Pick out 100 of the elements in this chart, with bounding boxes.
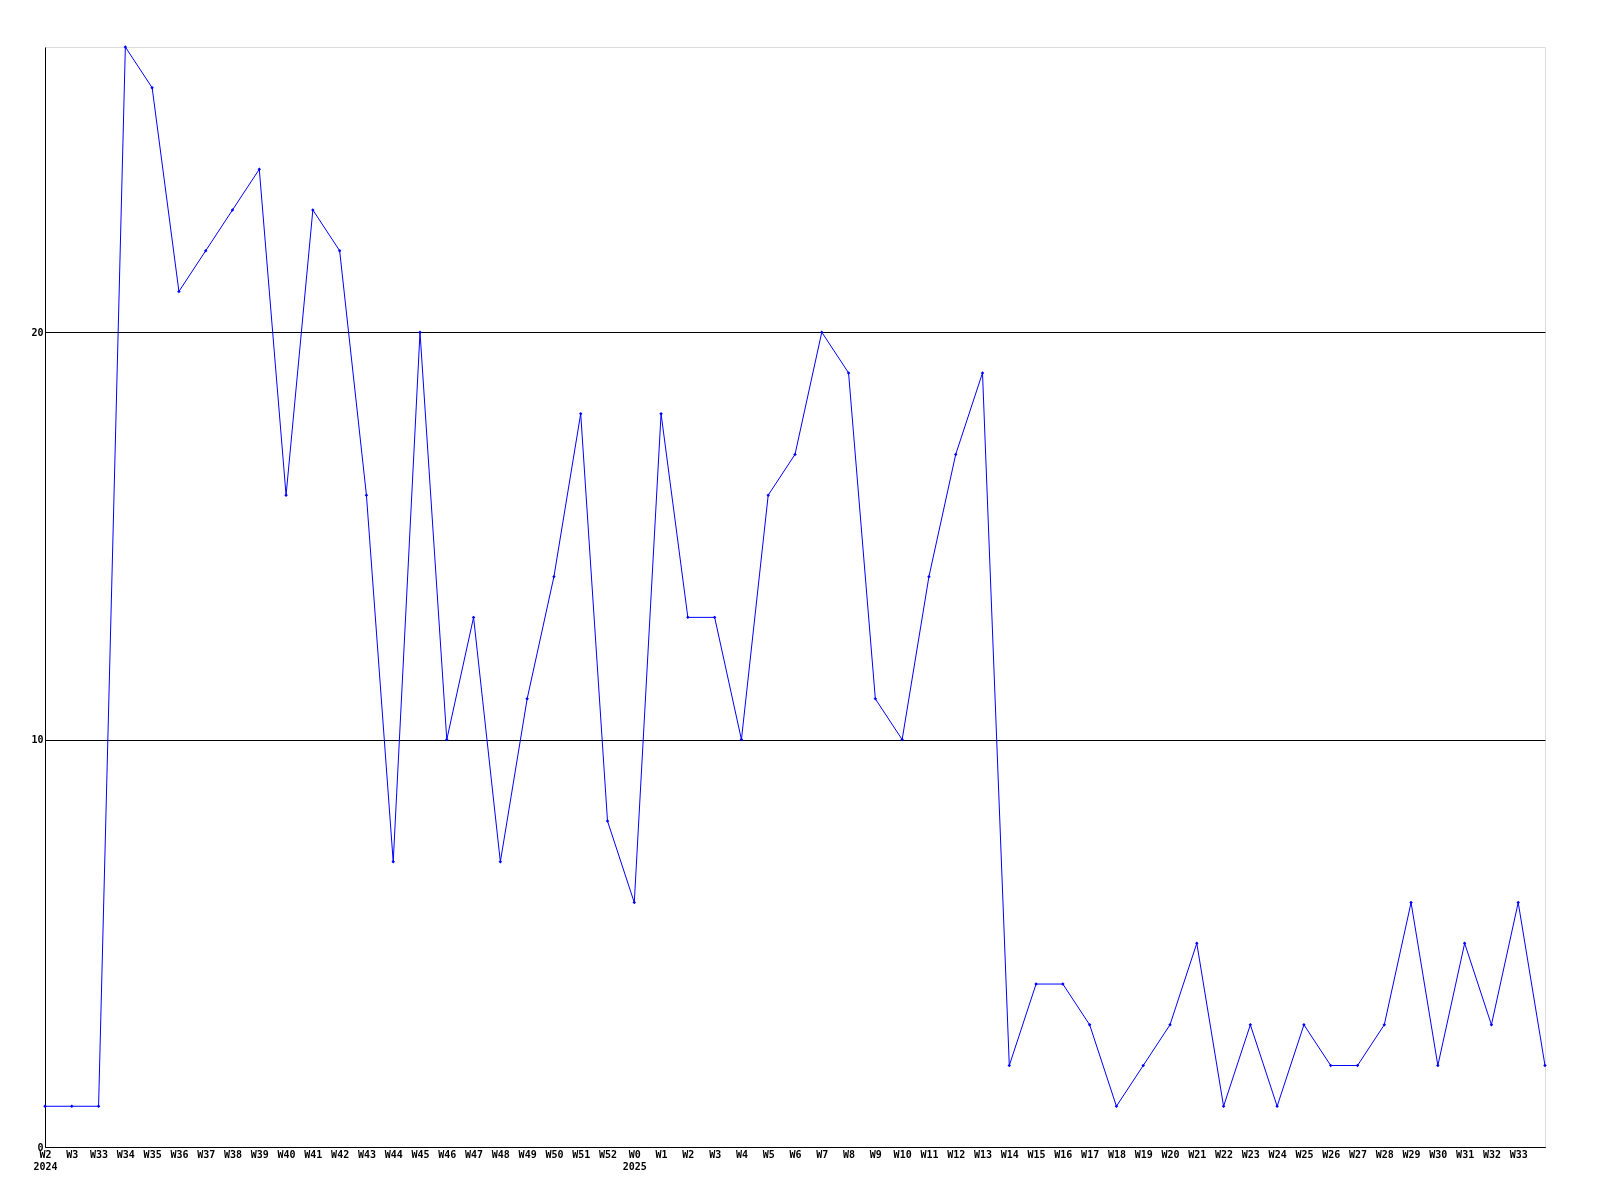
- point: [820, 330, 824, 334]
- x-tick-label: W46: [438, 1148, 457, 1160]
- point: [364, 493, 369, 497]
- point: [70, 1104, 74, 1108]
- x-tick-label: W3: [709, 1148, 722, 1160]
- point: [712, 615, 717, 620]
- x-tick-label: W13: [973, 1148, 993, 1160]
- point: [1302, 1023, 1306, 1027]
- point: [659, 411, 663, 416]
- x-tick-label: W52: [598, 1148, 618, 1160]
- x-tick-label: W27: [1348, 1148, 1368, 1160]
- x-tick-label: W31: [1456, 1148, 1475, 1160]
- x-tick-label: W28: [1375, 1148, 1394, 1160]
- point: [578, 411, 583, 416]
- x-tick-label: W40: [277, 1148, 296, 1160]
- x-tick-label: W5: [762, 1148, 775, 1160]
- x-tick-label: W43: [357, 1148, 376, 1160]
- point: [552, 574, 556, 579]
- x-tick-label: W47: [465, 1148, 484, 1160]
- point: [1221, 1104, 1226, 1108]
- point: [96, 1104, 101, 1108]
- point: [177, 289, 181, 294]
- point: [1436, 1063, 1440, 1068]
- x-tick-label: W6: [789, 1148, 802, 1160]
- point: [445, 737, 449, 742]
- x-tick-label: W26: [1322, 1148, 1341, 1160]
- point: [605, 819, 610, 823]
- line-series: [43, 45, 1547, 1108]
- point: [1462, 941, 1467, 946]
- x-tick-label: W23: [1241, 1148, 1260, 1160]
- point: [1087, 1023, 1092, 1027]
- x-tick-label: W24: [1268, 1148, 1287, 1160]
- x-tick-label: W44: [384, 1148, 403, 1160]
- x-tick-label: W48: [491, 1148, 510, 1160]
- y-tick-label: 10: [31, 734, 44, 746]
- point: [1543, 1063, 1547, 1068]
- point: [793, 452, 797, 457]
- x-tick-label: W12: [947, 1148, 966, 1160]
- x-tick-label: W51: [572, 1148, 591, 1160]
- x-tick-label: W18: [1107, 1148, 1126, 1160]
- x-tick-label: W45: [411, 1148, 430, 1160]
- point: [337, 248, 342, 253]
- x-tick-label: W11: [920, 1148, 939, 1160]
- x-tick-label: W34: [116, 1148, 135, 1160]
- x-tick-label: W29: [1402, 1148, 1421, 1160]
- x-tick-label: W30: [1429, 1148, 1448, 1160]
- x-tick-label: W36: [170, 1148, 189, 1160]
- point: [686, 615, 690, 620]
- x-tick-label: W19: [1134, 1148, 1153, 1160]
- point: [927, 574, 931, 579]
- point: [150, 86, 154, 90]
- x-tick-label: W1: [655, 1148, 668, 1160]
- x-tick-label: W42: [331, 1148, 350, 1160]
- point: [953, 452, 958, 457]
- point: [230, 208, 235, 212]
- point: [1141, 1063, 1145, 1068]
- x-tick-label: W50: [545, 1148, 564, 1160]
- x-tick-label: W22: [1215, 1148, 1234, 1160]
- x-tick-label: W7: [816, 1148, 829, 1160]
- point: [525, 697, 529, 701]
- x-tick-label: W25: [1295, 1148, 1314, 1160]
- x-tick-label: W32: [1482, 1148, 1501, 1160]
- x-tick-label: W41: [304, 1148, 323, 1160]
- point: [873, 697, 878, 701]
- x-tick-label: W38: [223, 1148, 243, 1160]
- point: [846, 371, 851, 375]
- x-tick-label: W16: [1054, 1148, 1073, 1160]
- x-tick-label: W3: [66, 1148, 79, 1160]
- x-tick-label: W33: [90, 1148, 109, 1160]
- x-tick-label: W14: [1000, 1148, 1019, 1160]
- x-tick-label: W0 2025: [622, 1148, 647, 1172]
- x-tick-label: W39: [250, 1148, 269, 1160]
- point: [391, 860, 395, 864]
- y-tick-label: 20: [31, 326, 44, 338]
- point: [123, 45, 128, 49]
- point: [1409, 900, 1413, 905]
- x-tick-label: W4: [735, 1148, 748, 1160]
- x-tick-label: W49: [518, 1148, 537, 1160]
- point: [1382, 1023, 1387, 1027]
- point: [1489, 1023, 1494, 1027]
- x-tick-label: W35: [143, 1148, 162, 1160]
- x-tick-label: W33: [1509, 1148, 1528, 1160]
- x-tick-label: W20: [1161, 1148, 1180, 1160]
- point: [203, 248, 208, 253]
- x-tick-label: W21: [1188, 1148, 1207, 1160]
- x-tick-label: W9: [869, 1148, 882, 1160]
- x-tick-label: W10: [893, 1148, 912, 1160]
- point: [900, 737, 904, 742]
- point: [1195, 941, 1199, 946]
- point: [498, 860, 503, 864]
- point: [1114, 1104, 1119, 1108]
- x-tick-label: W15: [1027, 1148, 1046, 1160]
- point: [1248, 1023, 1253, 1027]
- x-tick-label: W37: [197, 1148, 216, 1160]
- point: [980, 371, 985, 375]
- point: [766, 493, 770, 497]
- point: [1516, 900, 1520, 905]
- x-tick-label: W2: [682, 1148, 695, 1160]
- point: [1275, 1104, 1279, 1108]
- x-tick-label: W8: [843, 1148, 856, 1160]
